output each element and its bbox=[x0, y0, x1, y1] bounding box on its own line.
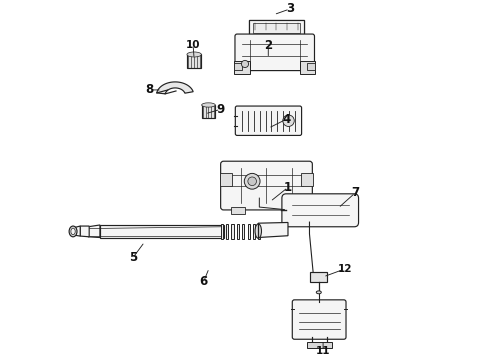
Circle shape bbox=[283, 115, 294, 126]
Polygon shape bbox=[258, 222, 288, 238]
Text: 11: 11 bbox=[316, 346, 330, 356]
Circle shape bbox=[242, 60, 248, 68]
Ellipse shape bbox=[71, 228, 75, 235]
Text: 6: 6 bbox=[200, 275, 208, 288]
Text: 12: 12 bbox=[337, 264, 352, 274]
Ellipse shape bbox=[316, 291, 321, 294]
Circle shape bbox=[245, 174, 260, 189]
Text: 4: 4 bbox=[282, 113, 290, 126]
FancyBboxPatch shape bbox=[292, 300, 346, 339]
Polygon shape bbox=[220, 224, 223, 239]
Polygon shape bbox=[300, 173, 313, 185]
Polygon shape bbox=[231, 207, 245, 213]
Text: 5: 5 bbox=[129, 251, 137, 264]
Bar bbox=[202, 105, 215, 118]
Text: 2: 2 bbox=[264, 39, 272, 52]
Ellipse shape bbox=[255, 224, 262, 238]
Polygon shape bbox=[253, 224, 255, 239]
Bar bbox=[307, 342, 332, 348]
Polygon shape bbox=[237, 224, 239, 239]
Polygon shape bbox=[157, 82, 193, 94]
Bar bbox=[310, 271, 327, 282]
Text: 1: 1 bbox=[284, 181, 292, 194]
Polygon shape bbox=[242, 224, 245, 239]
FancyBboxPatch shape bbox=[220, 161, 312, 210]
Polygon shape bbox=[288, 207, 302, 213]
Text: 10: 10 bbox=[186, 40, 200, 50]
Polygon shape bbox=[300, 61, 315, 74]
Text: 3: 3 bbox=[286, 3, 294, 15]
Text: 7: 7 bbox=[351, 186, 359, 199]
Polygon shape bbox=[100, 225, 223, 238]
Circle shape bbox=[248, 177, 256, 185]
Polygon shape bbox=[234, 61, 250, 74]
Polygon shape bbox=[80, 226, 89, 237]
Polygon shape bbox=[73, 226, 80, 236]
Ellipse shape bbox=[69, 226, 77, 237]
Ellipse shape bbox=[187, 52, 201, 57]
Ellipse shape bbox=[202, 103, 215, 107]
Polygon shape bbox=[88, 225, 100, 238]
FancyBboxPatch shape bbox=[282, 194, 359, 227]
Polygon shape bbox=[231, 224, 234, 239]
Polygon shape bbox=[307, 63, 315, 70]
FancyBboxPatch shape bbox=[235, 34, 315, 71]
Text: 9: 9 bbox=[217, 103, 225, 116]
Polygon shape bbox=[220, 173, 232, 185]
FancyBboxPatch shape bbox=[235, 106, 302, 135]
Polygon shape bbox=[248, 20, 304, 35]
Bar bbox=[187, 54, 201, 68]
Polygon shape bbox=[258, 224, 260, 239]
Text: 8: 8 bbox=[145, 84, 153, 96]
Polygon shape bbox=[234, 63, 243, 70]
Bar bbox=[253, 23, 300, 33]
Polygon shape bbox=[226, 224, 228, 239]
Bar bbox=[248, 20, 304, 35]
Polygon shape bbox=[247, 224, 250, 239]
